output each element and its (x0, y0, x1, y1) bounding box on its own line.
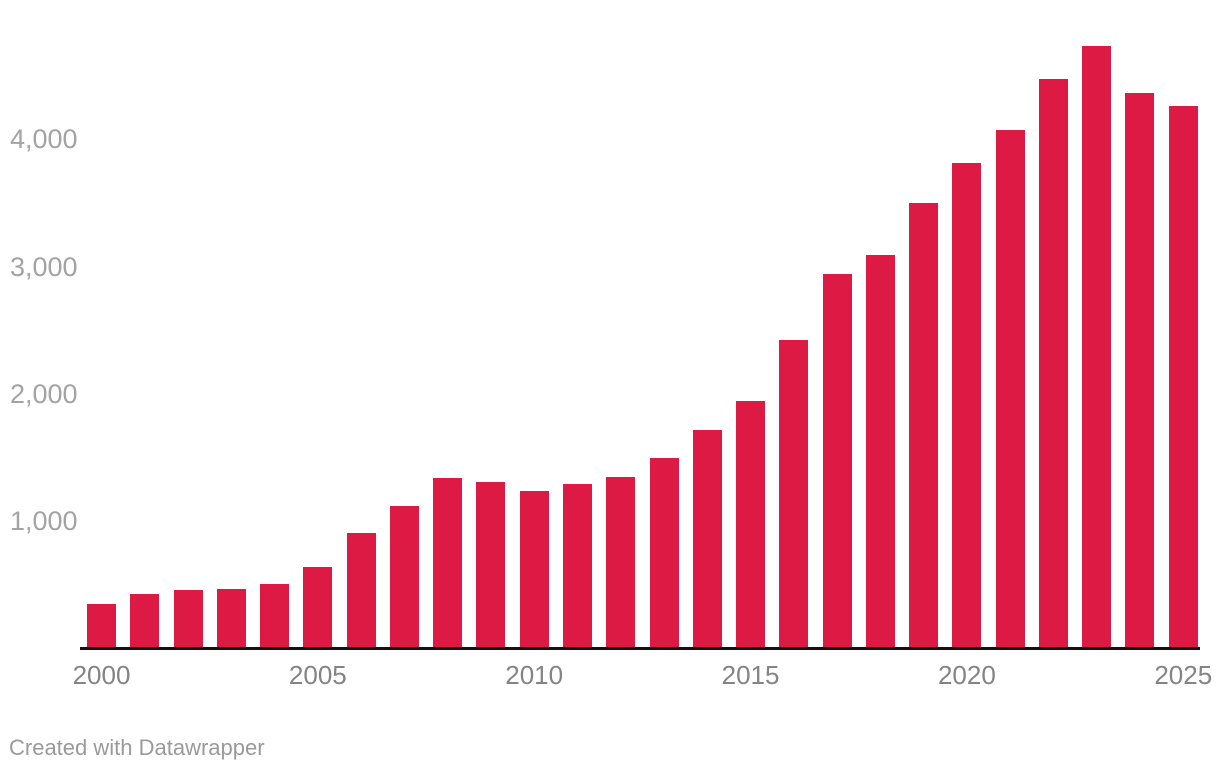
bar-2008 (433, 477, 463, 649)
bar-2023 (1082, 46, 1112, 649)
bar-2009 (476, 481, 506, 649)
bar-2024 (1125, 93, 1155, 649)
x-axis-tick-label: 2000 (72, 660, 131, 690)
bar-2020 (952, 163, 982, 649)
bar-2021 (995, 129, 1025, 649)
bar-2014 (692, 430, 722, 649)
x-axis-line (80, 647, 1200, 650)
bar-2016 (779, 340, 809, 649)
x-axis-tick-label: 2005 (288, 660, 347, 690)
bar-2010 (519, 491, 549, 649)
attribution-link[interactable]: Created with Datawrapper (9, 735, 265, 760)
bar-2003 (216, 588, 246, 649)
y-axis-tick-label: 1,000 (10, 506, 78, 537)
x-axis-tick-label: 2010 (505, 660, 564, 690)
bar-2022 (1038, 78, 1068, 649)
bar-2001 (130, 594, 160, 649)
bar-2007 (389, 505, 419, 649)
bar-2018 (865, 254, 895, 649)
x-axis-tick-label: 2025 (1154, 660, 1213, 690)
bar-2006 (346, 533, 376, 649)
x-axis-tick-label: 2015 (721, 660, 780, 690)
y-axis-tick-label: 3,000 (10, 251, 78, 282)
y-axis-tick-label: 2,000 (10, 378, 78, 409)
x-axis-tick-label: 2020 (937, 660, 996, 690)
bar-2004 (260, 584, 290, 649)
bar-2017 (822, 273, 852, 649)
bar-2025 (1168, 106, 1198, 649)
bar-2013 (649, 458, 679, 649)
bar-2015 (736, 400, 766, 649)
bar-2012 (606, 477, 636, 649)
y-axis-tick-label: 4,000 (10, 124, 78, 155)
bar-2002 (173, 589, 203, 649)
bar-2011 (562, 484, 592, 649)
bar-2005 (303, 567, 333, 649)
bar-2000 (87, 603, 116, 649)
bar-2019 (909, 202, 939, 649)
